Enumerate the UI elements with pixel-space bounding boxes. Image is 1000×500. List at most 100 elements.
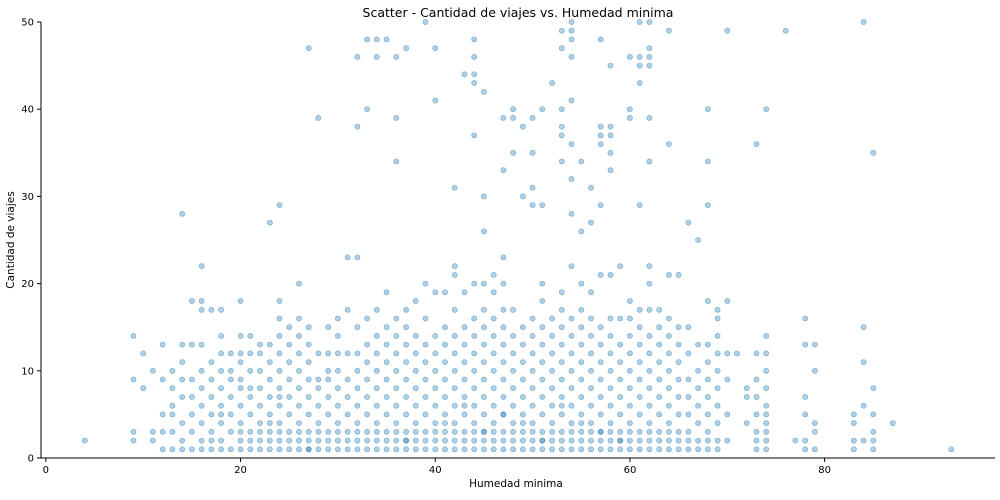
scatter-point	[510, 437, 516, 444]
scatter-point	[656, 324, 663, 331]
scatter-point	[636, 376, 643, 383]
scatter-point	[471, 402, 478, 409]
scatter-point	[870, 446, 877, 453]
scatter-point	[490, 315, 497, 322]
scatter-point	[636, 54, 643, 60]
scatter-point	[753, 394, 760, 400]
scatter-point	[383, 341, 390, 348]
scatter-point	[480, 411, 487, 418]
scatter-point	[704, 376, 711, 383]
scatter-point	[549, 446, 555, 453]
scatter-point	[286, 376, 293, 383]
scatter-point	[500, 394, 507, 400]
scatter-point	[539, 359, 546, 365]
scatter-point	[627, 115, 633, 121]
scatter-point	[354, 54, 361, 60]
scatter-point	[646, 158, 653, 165]
scatter-point	[627, 402, 633, 409]
scatter-point	[257, 420, 263, 426]
scatter-point	[422, 446, 429, 453]
scatter-point	[169, 411, 176, 418]
scatter-point	[276, 202, 283, 208]
scatter-point	[315, 437, 322, 444]
scatter-point	[860, 402, 867, 409]
scatter-point	[860, 437, 867, 444]
scatter-point	[675, 271, 682, 278]
scatter-point	[344, 376, 351, 383]
scatter-point	[607, 332, 614, 339]
scatter-point	[383, 446, 390, 453]
scatter-point	[266, 411, 273, 418]
scatter-point	[558, 437, 565, 444]
scatter-point	[422, 394, 429, 400]
scatter-point	[510, 106, 516, 113]
scatter-point	[227, 350, 234, 357]
scatter-point	[763, 411, 770, 418]
scatter-point	[539, 437, 546, 444]
scatter-point	[325, 428, 332, 435]
scatter-point	[636, 394, 643, 400]
scatter-point	[529, 149, 536, 156]
scatter-point	[247, 394, 254, 400]
scatter-point	[607, 420, 614, 426]
scatter-point	[442, 376, 448, 383]
scatter-point	[812, 341, 818, 348]
scatter-point	[850, 420, 857, 426]
scatter-point	[539, 341, 546, 348]
scatter-point	[305, 341, 312, 348]
scatter-point	[403, 394, 409, 400]
scatter-point	[227, 411, 234, 418]
scatter-point	[597, 141, 604, 147]
scatter-point	[471, 332, 478, 339]
scatter-point	[422, 411, 429, 418]
scatter-point	[432, 45, 439, 52]
scatter-point	[636, 306, 643, 313]
scatter-point	[237, 332, 244, 339]
scatter-point	[646, 62, 653, 69]
scatter-point	[666, 315, 672, 322]
scatter-point	[500, 437, 507, 444]
scatter-point	[237, 428, 244, 435]
scatter-point	[364, 394, 370, 400]
scatter-point	[334, 367, 341, 374]
scatter-point	[480, 193, 487, 200]
scatter-point	[802, 437, 809, 444]
scatter-point	[695, 367, 701, 374]
scatter-point	[480, 324, 487, 331]
scatter-point	[432, 385, 439, 392]
scatter-point	[442, 324, 448, 331]
scatter-point	[247, 332, 254, 339]
scatter-point	[422, 428, 429, 435]
scatter-point	[812, 428, 818, 435]
scatter-point	[373, 332, 380, 339]
scatter-point	[403, 428, 409, 435]
scatter-point	[218, 332, 224, 339]
scatter-point	[480, 437, 487, 444]
scatter-point	[334, 446, 341, 453]
scatter-point	[714, 306, 721, 313]
scatter-point	[763, 420, 770, 426]
scatter-point	[480, 394, 487, 400]
scatter-point	[198, 385, 205, 392]
scatter-point	[558, 123, 565, 130]
scatter-point	[471, 367, 478, 374]
scatter-point	[666, 402, 672, 409]
scatter-point	[422, 341, 429, 348]
scatter-point	[656, 376, 663, 383]
scatter-point	[607, 132, 614, 139]
scatter-point	[354, 420, 361, 426]
scatter-point	[198, 263, 205, 270]
scatter-point	[558, 132, 565, 139]
scatter-point	[646, 263, 653, 270]
scatter-point	[617, 376, 624, 383]
scatter-point	[520, 376, 526, 383]
scatter-point	[412, 437, 419, 444]
scatter-point	[656, 411, 663, 418]
scatter-point	[500, 359, 507, 365]
scatter-point	[704, 394, 711, 400]
scatter-point	[325, 376, 332, 383]
scatter-point	[529, 332, 536, 339]
scatter-point	[685, 446, 692, 453]
scatter-point	[490, 271, 497, 278]
scatter-point	[646, 45, 653, 52]
